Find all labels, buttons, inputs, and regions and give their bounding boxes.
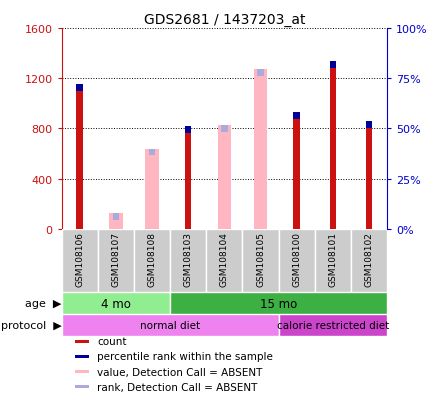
Bar	[98, 230, 134, 292]
Bar	[75, 340, 89, 343]
Bar	[206, 230, 242, 292]
Text: GSM108102: GSM108102	[365, 231, 374, 286]
Bar	[279, 314, 387, 336]
Bar	[293, 113, 300, 120]
Bar	[366, 122, 372, 230]
Text: age  ▶: age ▶	[25, 298, 62, 309]
Text: calorie restricted diet: calorie restricted diet	[277, 320, 389, 330]
Bar	[185, 127, 191, 230]
Text: GSM108107: GSM108107	[111, 231, 121, 286]
Text: GSM108103: GSM108103	[184, 231, 193, 286]
Bar	[330, 62, 336, 69]
Bar	[149, 149, 155, 156]
Bar	[77, 85, 83, 92]
Bar	[254, 70, 268, 230]
Bar	[75, 370, 89, 373]
Bar	[279, 230, 315, 292]
Bar	[315, 230, 351, 292]
Text: normal diet: normal diet	[140, 320, 200, 330]
Bar	[221, 126, 227, 132]
Bar	[134, 230, 170, 292]
Text: 15 mo: 15 mo	[260, 297, 297, 310]
Text: rank, Detection Call = ABSENT: rank, Detection Call = ABSENT	[97, 382, 258, 392]
Bar	[257, 70, 264, 77]
Text: percentile rank within the sample: percentile rank within the sample	[97, 351, 273, 362]
Text: 4 mo: 4 mo	[101, 297, 131, 310]
Bar	[242, 230, 279, 292]
Text: GSM108100: GSM108100	[292, 231, 301, 286]
Text: count: count	[97, 337, 127, 347]
Text: GSM108101: GSM108101	[328, 231, 337, 286]
Bar	[113, 213, 119, 220]
Bar	[185, 127, 191, 133]
Title: GDS2681 / 1437203_at: GDS2681 / 1437203_at	[143, 12, 305, 26]
Bar	[109, 213, 123, 230]
Bar	[366, 122, 372, 128]
Text: protocol  ▶: protocol ▶	[1, 320, 62, 330]
Text: GSM108108: GSM108108	[147, 231, 157, 286]
Bar	[170, 230, 206, 292]
Text: value, Detection Call = ABSENT: value, Detection Call = ABSENT	[97, 367, 263, 377]
Text: GSM108105: GSM108105	[256, 231, 265, 286]
Text: GSM108106: GSM108106	[75, 231, 84, 286]
Bar	[75, 385, 89, 388]
Bar	[330, 62, 336, 230]
Bar	[145, 149, 159, 230]
Bar	[293, 113, 300, 230]
Bar	[62, 314, 279, 336]
Bar	[75, 355, 89, 358]
Bar	[351, 230, 387, 292]
Bar	[170, 292, 387, 314]
Bar	[77, 85, 83, 230]
Bar	[62, 230, 98, 292]
Bar	[62, 292, 170, 314]
Text: GSM108104: GSM108104	[220, 231, 229, 286]
Bar	[217, 126, 231, 230]
